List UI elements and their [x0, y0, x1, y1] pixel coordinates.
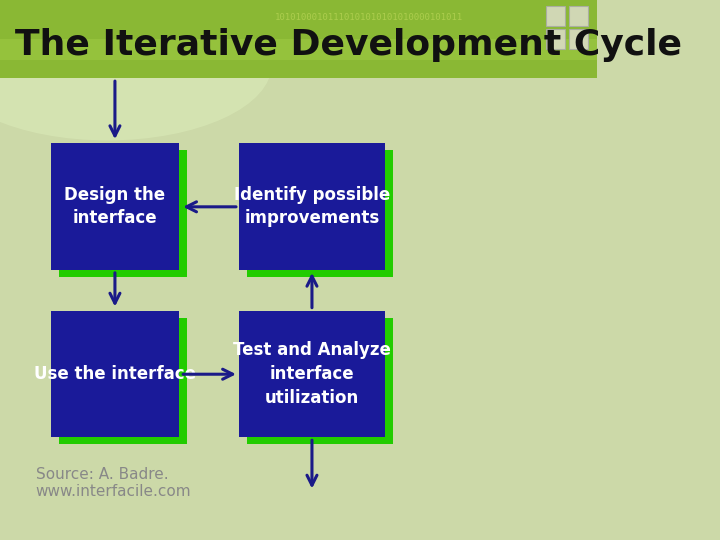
Bar — [58, 318, 187, 444]
Bar — [239, 310, 385, 437]
Bar — [50, 143, 179, 270]
Text: Source: A. Badre.
www.interfacile.com: Source: A. Badre. www.interfacile.com — [36, 467, 192, 500]
Bar — [546, 6, 565, 26]
Text: Use the interface: Use the interface — [34, 365, 196, 383]
Ellipse shape — [0, 0, 271, 140]
Bar — [0, 39, 597, 60]
Bar — [569, 6, 588, 26]
Bar — [0, 0, 597, 78]
Bar — [239, 143, 385, 270]
Bar — [246, 318, 393, 444]
Bar — [569, 29, 588, 49]
Bar — [246, 150, 393, 277]
Text: Test and Analyze
interface
utilization: Test and Analyze interface utilization — [233, 341, 391, 407]
Bar — [50, 310, 179, 437]
Text: Identify possible
improvements: Identify possible improvements — [234, 186, 390, 227]
Bar — [546, 29, 565, 49]
Bar — [58, 150, 187, 277]
Text: The Iterative Development Cycle: The Iterative Development Cycle — [15, 28, 682, 62]
Text: 10101000101110101010101010000101011: 10101000101110101010101010000101011 — [274, 14, 463, 23]
Text: Design the
interface: Design the interface — [64, 186, 166, 227]
